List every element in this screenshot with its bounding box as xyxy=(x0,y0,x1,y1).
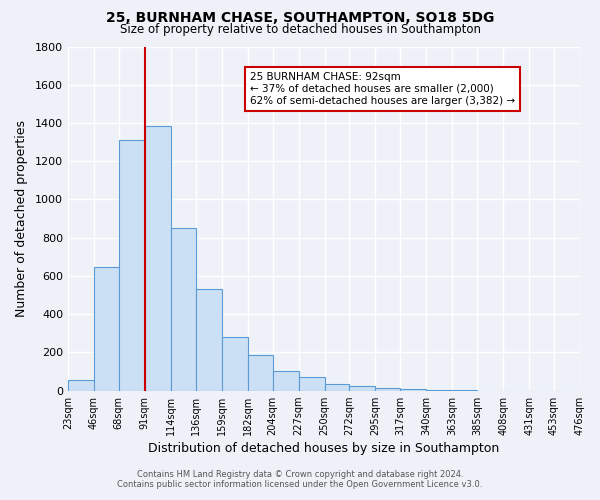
Bar xyxy=(119,140,145,390)
Bar xyxy=(221,337,248,390)
Bar xyxy=(299,378,325,390)
Bar xyxy=(248,356,272,390)
Y-axis label: Number of detached properties: Number of detached properties xyxy=(15,120,28,317)
Text: 25, BURNHAM CHASE, SOUTHAMPTON, SO18 5DG: 25, BURNHAM CHASE, SOUTHAMPTON, SO18 5DG xyxy=(106,12,494,26)
Bar xyxy=(94,268,119,390)
Text: Size of property relative to detached houses in Southampton: Size of property relative to detached ho… xyxy=(119,22,481,36)
Text: Contains HM Land Registry data © Crown copyright and database right 2024.
Contai: Contains HM Land Registry data © Crown c… xyxy=(118,470,482,489)
Bar xyxy=(376,388,400,390)
Bar xyxy=(145,126,171,390)
Bar xyxy=(272,370,299,390)
Bar xyxy=(68,380,94,390)
Text: 25 BURNHAM CHASE: 92sqm
← 37% of detached houses are smaller (2,000)
62% of semi: 25 BURNHAM CHASE: 92sqm ← 37% of detache… xyxy=(250,72,515,106)
Bar xyxy=(325,384,349,390)
Bar xyxy=(196,290,221,390)
Bar xyxy=(400,389,426,390)
Bar xyxy=(349,386,376,390)
Bar xyxy=(171,228,196,390)
X-axis label: Distribution of detached houses by size in Southampton: Distribution of detached houses by size … xyxy=(148,442,500,455)
